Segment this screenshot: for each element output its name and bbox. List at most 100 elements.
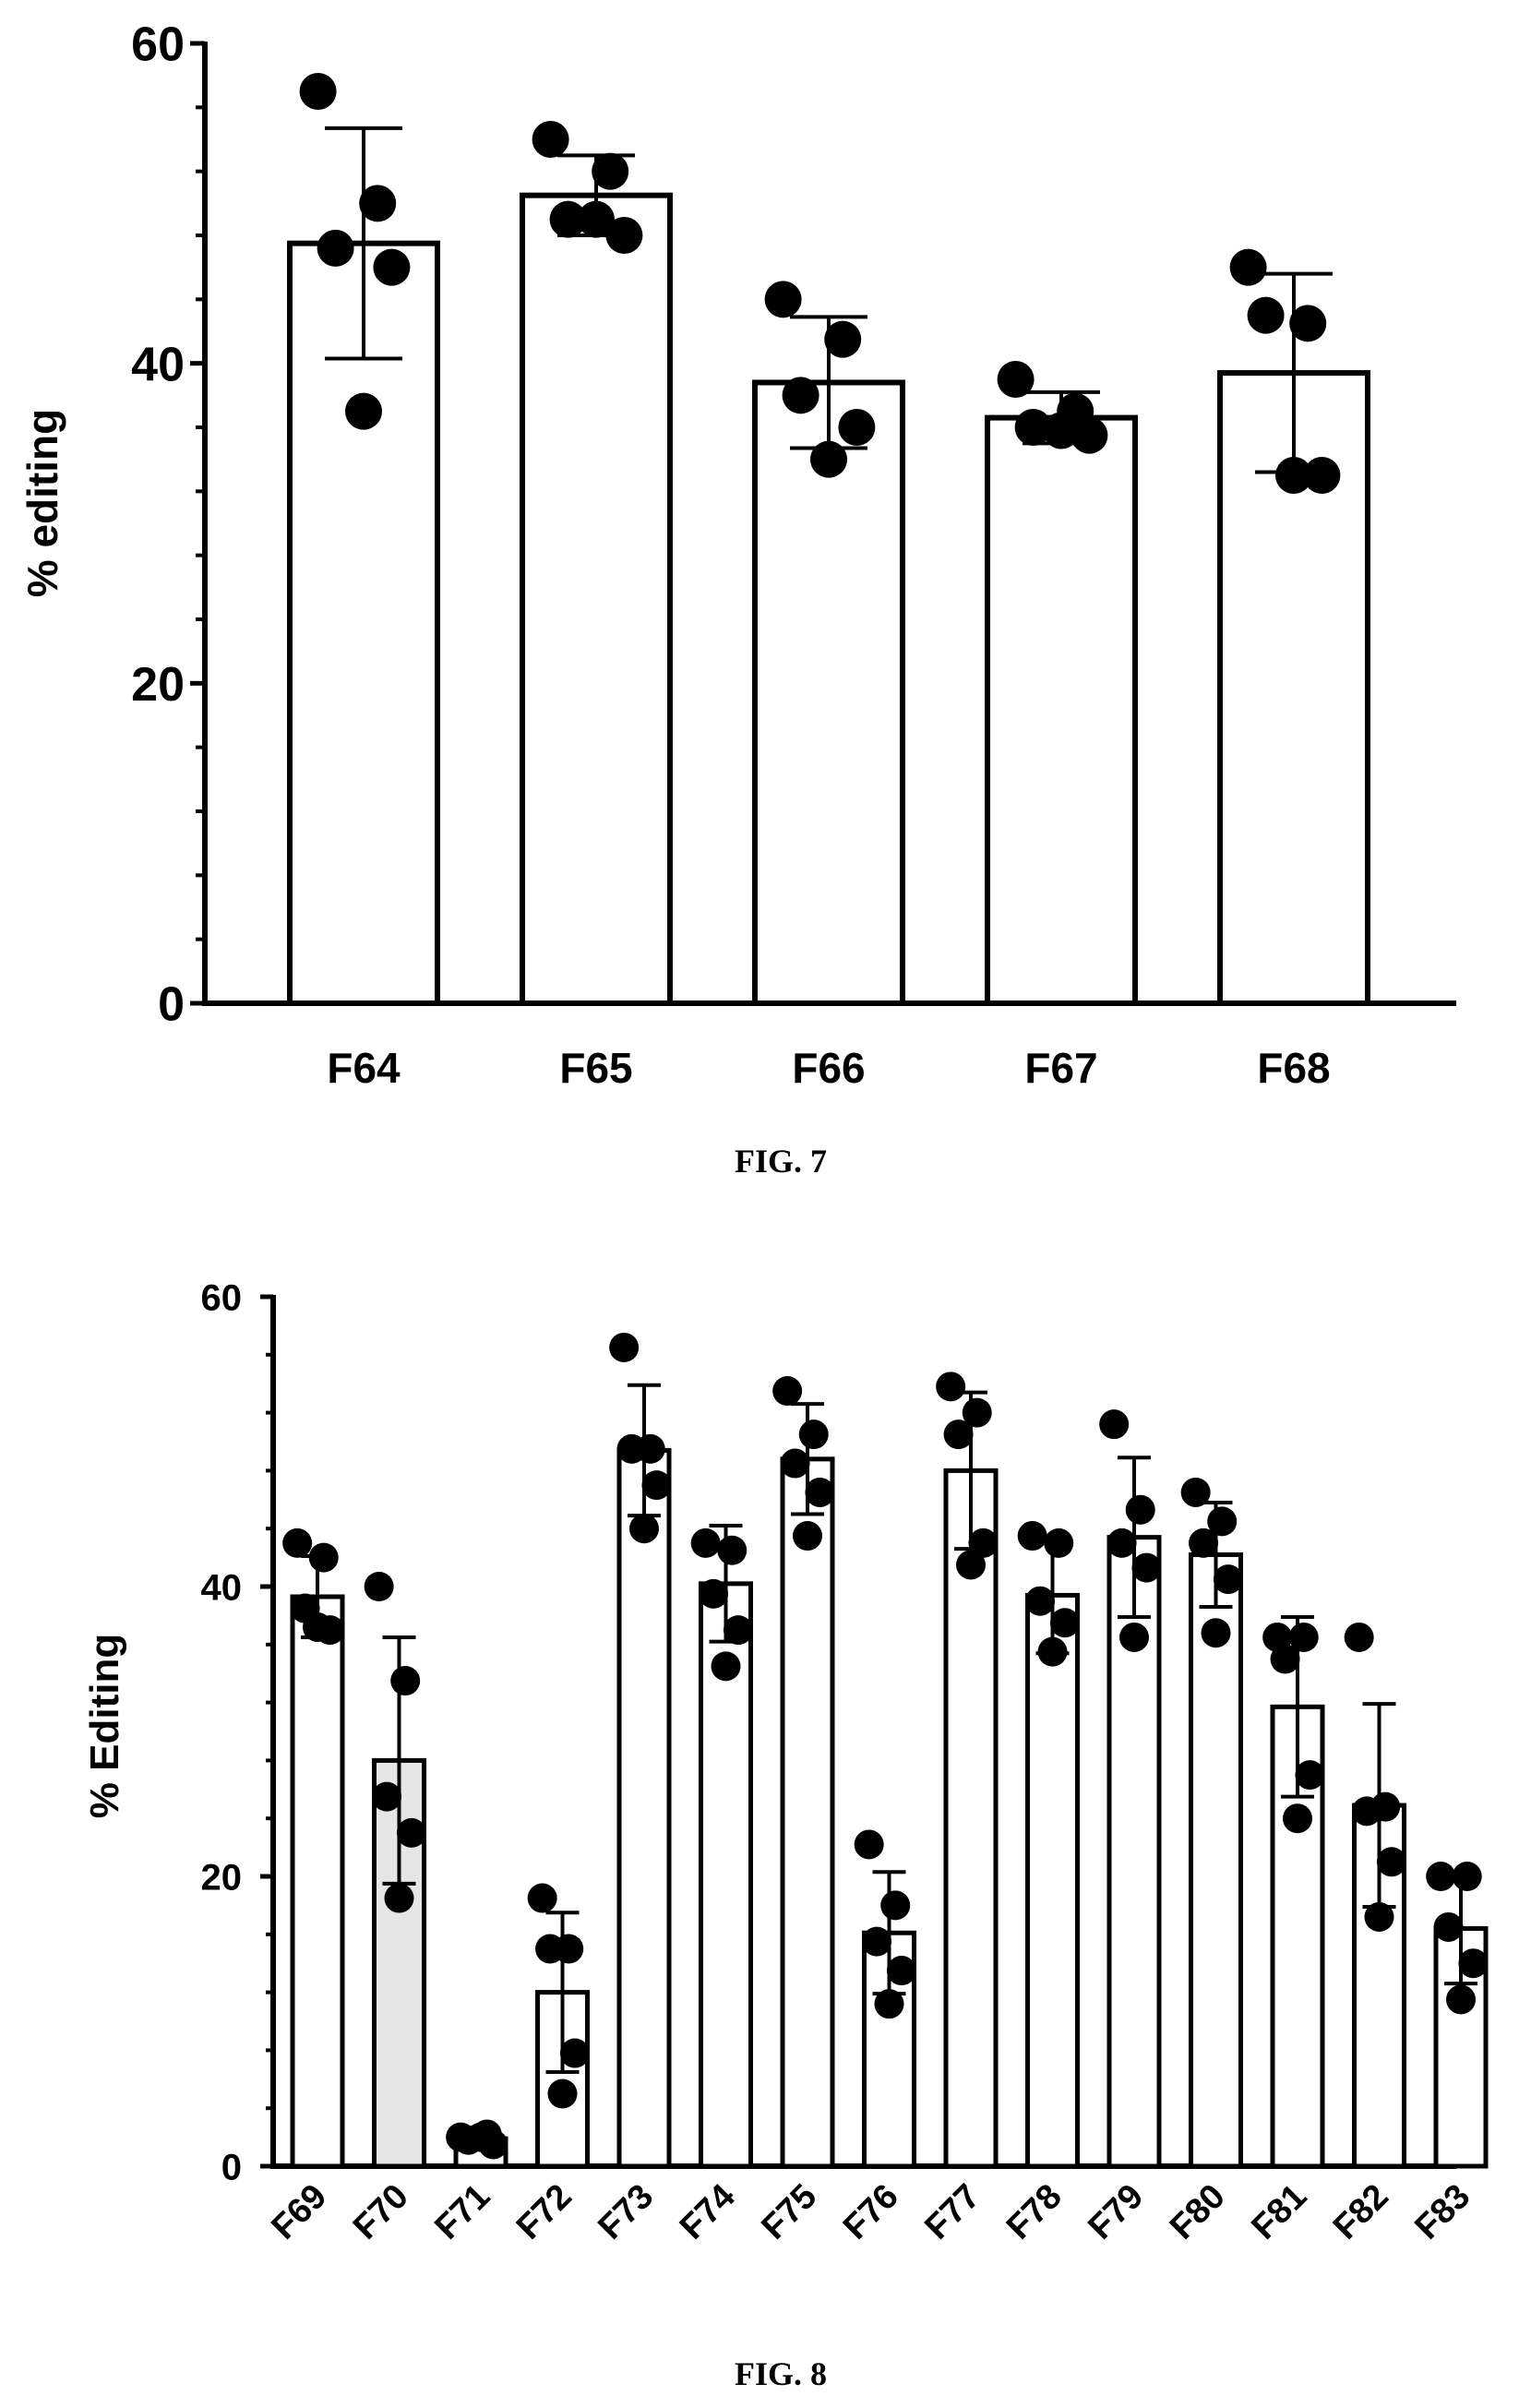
fig7-y-axis-title: % editing bbox=[18, 409, 66, 597]
fig8-x-tick-label: F82 bbox=[1326, 2177, 1396, 2247]
fig8-point-F78 bbox=[1044, 1527, 1074, 1558]
fig8-bar-F77 bbox=[943, 1468, 999, 2169]
fig7-x-tick-label: F67 bbox=[1024, 1044, 1097, 1092]
fig8-point-F83 bbox=[1446, 1984, 1476, 2015]
fig8-points bbox=[282, 1332, 1489, 2160]
fig8-point-F77 bbox=[962, 1397, 992, 1428]
fig8-point-F80 bbox=[1180, 1477, 1211, 1507]
fig8-y-axis-title: % Editing bbox=[82, 1634, 127, 1818]
fig8-point-F82 bbox=[1364, 1901, 1394, 1932]
fig8-point-F80 bbox=[1189, 1527, 1219, 1558]
fig8-point-F78 bbox=[1017, 1521, 1047, 1551]
fig7-point-F67 bbox=[997, 361, 1035, 398]
fig8-x-tick-label: F71 bbox=[427, 2177, 497, 2247]
fig7-chart: 0 20 40 60 F64 F65 F66 F67 F68 % editing FIG. 7 bbox=[18, 18, 1456, 1180]
fig7-point-F68 bbox=[1247, 296, 1285, 334]
fig7-point-F68 bbox=[1289, 305, 1327, 342]
fig7-point-F68 bbox=[1303, 457, 1341, 494]
fig8-point-F70 bbox=[390, 1666, 421, 1696]
fig8-x-tick-label: F81 bbox=[1244, 2177, 1314, 2247]
fig7-point-F66 bbox=[810, 440, 847, 478]
fig8-point-F82 bbox=[1352, 1796, 1382, 1827]
fig7-error-bars bbox=[325, 126, 1333, 474]
fig7-point-F66 bbox=[838, 409, 876, 446]
fig8-x-tick-label: F72 bbox=[509, 2177, 580, 2247]
fig8-x-tick-label: F69 bbox=[264, 2177, 334, 2247]
fig8-x-tick-label: F76 bbox=[836, 2177, 906, 2247]
fig8-point-F77 bbox=[968, 1527, 999, 1558]
fig8-point-F83 bbox=[1458, 1948, 1489, 1979]
fig8-bar-F69 bbox=[290, 1594, 345, 2169]
fig8-point-F79 bbox=[1099, 1409, 1130, 1440]
fig8-point-F75 bbox=[772, 1376, 803, 1407]
fig8-y-tick-label: 40 bbox=[201, 1567, 243, 1608]
fig8-bar-F73 bbox=[616, 1447, 672, 2169]
fig7-bars bbox=[287, 192, 1370, 1007]
fig8-point-F71 bbox=[466, 2122, 496, 2152]
fig7-point-F66 bbox=[824, 320, 862, 358]
fig8-point-F76 bbox=[874, 1989, 904, 2019]
fig8-y-tick-label: 0 bbox=[221, 2147, 242, 2187]
fig8-point-F80 bbox=[1213, 1564, 1243, 1595]
fig8-point-F70 bbox=[372, 1781, 402, 1812]
fig8-caption: FIG. 8 bbox=[735, 2355, 827, 2392]
fig8-point-F74 bbox=[690, 1527, 721, 1558]
fig8-point-F80 bbox=[1207, 1506, 1238, 1537]
fig8-point-F72 bbox=[535, 1934, 566, 1964]
fig7-point-F64 bbox=[373, 248, 411, 286]
fig8-point-F81 bbox=[1295, 1760, 1325, 1791]
fig8-point-F83 bbox=[1452, 1862, 1482, 1891]
fig8-y-tick-label: 20 bbox=[201, 1857, 243, 1898]
fig8-bar-F78 bbox=[1025, 1592, 1080, 2169]
fig7-point-F66 bbox=[764, 281, 802, 318]
fig8-point-F78 bbox=[1049, 1608, 1080, 1638]
fig8-point-F73 bbox=[629, 1514, 659, 1544]
fig7-point-F65 bbox=[578, 200, 615, 238]
fig8-x-tick-label: F70 bbox=[346, 2177, 416, 2247]
fig7-point-F65 bbox=[605, 217, 643, 254]
fig8-point-F79 bbox=[1119, 1622, 1149, 1652]
fig7-y-tick-label: 0 bbox=[158, 978, 185, 1032]
fig8-point-F76 bbox=[880, 1890, 911, 1921]
fig8-point-F70 bbox=[396, 1817, 426, 1848]
fig7-x-tick-label: F66 bbox=[792, 1044, 865, 1092]
fig8-point-F79 bbox=[1125, 1494, 1155, 1525]
fig7-x-tick-label: F68 bbox=[1257, 1044, 1330, 1092]
fig8-bars bbox=[290, 1447, 1489, 2169]
fig8-point-F79 bbox=[1106, 1527, 1137, 1558]
fig8-point-F72 bbox=[559, 2038, 590, 2068]
fig8-point-F74 bbox=[699, 1578, 729, 1609]
fig7-point-F65 bbox=[532, 121, 569, 158]
fig7-bar-F65 bbox=[520, 192, 673, 1006]
fig7-point-F67 bbox=[1043, 412, 1080, 449]
fig8-point-F81 bbox=[1288, 1622, 1319, 1652]
fig8-point-F70 bbox=[384, 1883, 414, 1913]
fig7-y-tick-label: 40 bbox=[131, 338, 185, 391]
fig7-point-F66 bbox=[782, 377, 819, 414]
fig8-x-tick-label: F74 bbox=[673, 2177, 743, 2247]
fig8-point-F69 bbox=[308, 1542, 339, 1573]
fig7-point-F64 bbox=[299, 73, 337, 110]
fig8-point-F73 bbox=[609, 1332, 640, 1362]
fig7-point-F64 bbox=[345, 392, 382, 430]
fig7-point-F67 bbox=[1071, 416, 1108, 454]
fig7-y-tick-label: 20 bbox=[131, 658, 185, 712]
fig8-point-F75 bbox=[793, 1521, 822, 1551]
fig7-point-F67 bbox=[1014, 409, 1052, 446]
fig8-point-F74 bbox=[711, 1651, 741, 1682]
fig8-point-F82 bbox=[1344, 1622, 1374, 1652]
fig8-point-F73 bbox=[641, 1470, 672, 1501]
fig8-point-F76 bbox=[854, 1829, 884, 1860]
fig8-point-F74 bbox=[723, 1615, 753, 1646]
fig7-point-F68 bbox=[1275, 457, 1312, 494]
fig8-point-F83 bbox=[1433, 1911, 1464, 1942]
fig8-chart: 0 20 40 60 F69 F70 F71 F72 F73 F74 F75 F76 F77 F78 F79… bbox=[82, 1277, 1489, 2392]
fig7-points bbox=[299, 73, 1341, 494]
fig7-point-F64 bbox=[317, 229, 354, 267]
fig8-x-tick-label: F78 bbox=[999, 2177, 1070, 2247]
fig8-point-F69 bbox=[303, 1611, 332, 1642]
fig8-y-tick-label: 60 bbox=[201, 1277, 243, 1318]
fig7-y-tick-label: 60 bbox=[131, 18, 185, 72]
fig7-bar-F67 bbox=[985, 414, 1138, 1007]
fig8-point-F81 bbox=[1283, 1803, 1312, 1834]
